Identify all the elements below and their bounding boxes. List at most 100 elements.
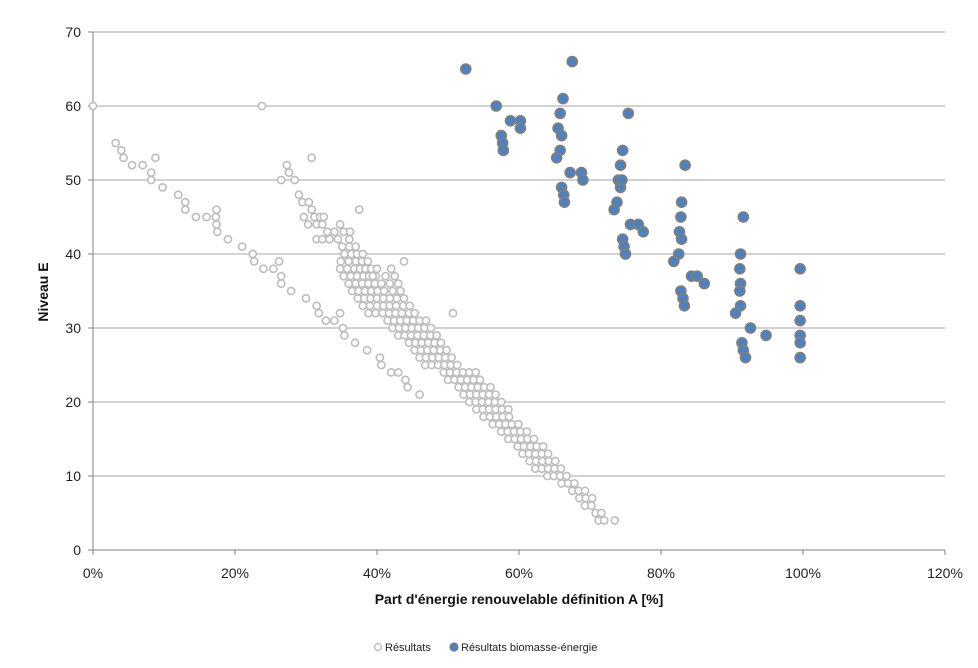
data-point: [257, 101, 267, 111]
data-point: [284, 168, 294, 177]
data-point: [391, 301, 401, 311]
data-point: [337, 242, 347, 251]
data-point: [386, 264, 396, 274]
data-point: [276, 279, 286, 288]
data-point: [678, 299, 691, 312]
data-point: [312, 301, 322, 311]
data-point: [339, 330, 349, 340]
data-point: [376, 360, 386, 370]
data-point: [358, 249, 368, 259]
data-point: [667, 255, 680, 268]
data-point: [679, 159, 691, 171]
data-point: [448, 308, 458, 318]
data-point: [397, 308, 407, 318]
data-point: [211, 212, 221, 222]
x-tick-label: 40%: [363, 565, 391, 581]
data-point: [268, 264, 278, 274]
legend-marker: [373, 642, 383, 652]
data-point: [496, 397, 506, 407]
y-tick-label: 60: [65, 98, 81, 114]
data-point: [301, 293, 311, 303]
data-point: [794, 351, 806, 364]
data-point: [321, 316, 331, 325]
data-point: [338, 323, 348, 333]
legend-marker: [449, 642, 459, 652]
data-point: [381, 271, 390, 281]
data-point: [538, 441, 548, 451]
data-point: [599, 516, 609, 525]
data-point: [322, 227, 332, 237]
data-point: [317, 219, 327, 229]
data-point: [362, 345, 372, 355]
data-point: [622, 107, 635, 120]
data-point: [734, 262, 746, 275]
data-point: [388, 286, 398, 296]
data-point: [274, 256, 284, 266]
data-point: [403, 382, 412, 392]
data-point: [405, 301, 415, 311]
data-point: [393, 279, 403, 288]
data-point: [675, 211, 687, 223]
data-point: [344, 234, 354, 244]
data-point: [737, 211, 750, 223]
data-series: [88, 55, 806, 525]
data-point: [619, 248, 632, 260]
data-point: [577, 174, 589, 186]
data-point: [390, 271, 400, 281]
data-point: [410, 308, 420, 318]
data-point: [616, 144, 629, 157]
data-point: [691, 270, 704, 283]
data-point: [426, 323, 436, 333]
data-point: [393, 367, 403, 377]
data-point: [249, 256, 259, 266]
data-point: [304, 197, 314, 207]
x-tick-label: 80%: [647, 565, 675, 581]
data-point: [392, 293, 402, 303]
y-tick-label: 20: [65, 394, 81, 410]
data-point: [529, 434, 539, 444]
data-point: [614, 159, 627, 171]
data-point: [442, 345, 451, 355]
legend-item: Résultats: [373, 642, 431, 654]
data-point: [415, 390, 424, 399]
data-point: [698, 277, 711, 290]
data-point: [459, 63, 472, 75]
x-tick-label: 100%: [785, 565, 821, 581]
data-point: [368, 271, 378, 281]
data-point: [299, 212, 309, 222]
data-point: [729, 307, 742, 320]
data-point: [117, 145, 126, 155]
legend-item: Résultats biomasse-énergie: [449, 642, 597, 654]
data-point: [596, 508, 606, 518]
data-point: [363, 256, 373, 266]
y-tick-label: 50: [65, 172, 81, 188]
data-point: [146, 175, 156, 185]
data-point: [610, 516, 620, 525]
data-point: [371, 308, 380, 318]
data-point: [760, 329, 772, 342]
data-point: [336, 256, 346, 266]
data-point: [400, 375, 410, 385]
data-point: [354, 205, 364, 214]
x-tick-label: 120%: [927, 565, 963, 581]
data-point: [587, 501, 596, 510]
axes: [88, 31, 946, 555]
data-point: [223, 234, 233, 244]
data-point: [569, 478, 579, 488]
data-point: [325, 234, 334, 244]
data-point: [486, 382, 495, 392]
data-point: [329, 316, 339, 325]
data-point: [344, 279, 353, 288]
data-point: [237, 242, 247, 251]
data-point: [372, 264, 382, 274]
data-point: [513, 419, 523, 429]
data-point: [276, 271, 286, 281]
data-point: [173, 190, 183, 200]
data-point: [212, 205, 221, 214]
data-point: [303, 219, 313, 229]
data-point: [385, 293, 395, 303]
data-point: [191, 212, 201, 222]
data-point: [566, 55, 579, 68]
data-point: [151, 153, 160, 163]
